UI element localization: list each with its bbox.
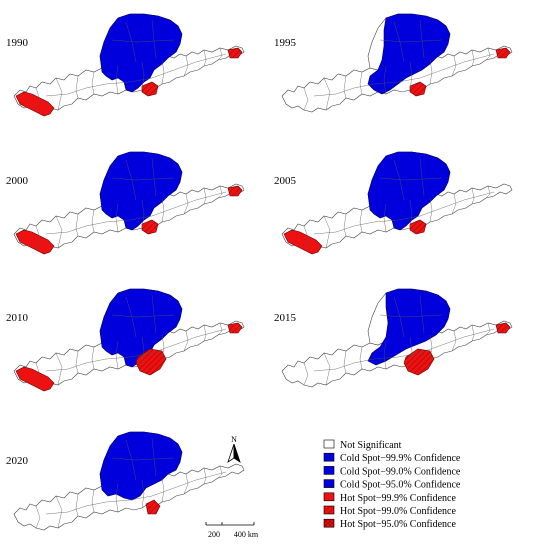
scale-bar-label-mid: 200 [208, 530, 220, 539]
legend-swatch [323, 439, 335, 449]
map-panel-2010: 2010 [6, 288, 245, 392]
map-panels: 1990 1995 2000 2005 2010 2015 2020 [6, 13, 513, 531]
legend-item: Hot Spot−99.9% Confidence [323, 492, 456, 504]
legend-swatch [323, 479, 335, 488]
map-body [281, 13, 513, 113]
map-year-label: 2000 [6, 175, 29, 187]
map-year-label: 2005 [274, 175, 297, 187]
map-body [13, 431, 245, 531]
map-body [13, 288, 245, 392]
map-body [281, 151, 513, 255]
hot-spot-region-east [227, 47, 243, 59]
legend-swatch [323, 452, 335, 462]
legend-item: Cold Spot−95.0% Confidence [323, 479, 461, 491]
map-body [13, 151, 245, 255]
legend-swatch [323, 518, 335, 528]
north-arrow-label: N [231, 435, 237, 444]
scale-bar-label-end: 400 km [234, 530, 259, 539]
map-year-label: 2010 [6, 312, 29, 324]
legend-item: Hot Spot−99.0% Confidence [323, 505, 456, 517]
map-year-label: 1995 [274, 37, 297, 49]
legend-label: Not Significant [340, 440, 402, 451]
legend-item: Cold Spot−99.0% Confidence [323, 466, 461, 477]
map-year-label: 1990 [6, 37, 29, 49]
legend-swatch [323, 466, 335, 475]
north-arrow-right-half [233, 443, 241, 463]
map-panel-2015: 2015 [274, 288, 513, 388]
legend-label: Hot Spot−99.9% Confidence [340, 493, 456, 504]
legend-label: Cold Spot−95.0% Confidence [340, 480, 461, 491]
map-panel-2005: 2005 [274, 151, 513, 255]
hot-spot-region-east [495, 322, 511, 334]
map-panel-1995: 1995 [274, 13, 513, 113]
map-year-label: 2015 [274, 312, 297, 324]
map-panel-2020: 2020 [6, 431, 245, 531]
legend: Not Significant Cold Spot−99.9% Confidenc… [323, 439, 461, 530]
map-year-label: 2020 [6, 455, 29, 467]
legend-swatch [323, 492, 335, 502]
legend-label: Hot Spot−95.0% Confidence [340, 519, 456, 530]
legend-label: Cold Spot−99.9% Confidence [340, 453, 461, 464]
legend-label: Cold Spot−99.0% Confidence [340, 466, 461, 477]
legend-item: Not Significant [323, 439, 402, 451]
hot-spot-region-east [227, 322, 243, 334]
north-arrow-left-half [227, 443, 235, 463]
scale-bar: 200 400 km [205, 522, 259, 539]
map-body [13, 13, 245, 117]
map-panel-2000: 2000 [6, 151, 245, 255]
hot-spot-region-east [227, 185, 243, 197]
map-panel-1990: 1990 [6, 13, 245, 117]
legend-item: Hot Spot−95.0% Confidence [323, 518, 456, 530]
legend-label: Hot Spot−99.0% Confidence [340, 506, 456, 517]
north-arrow: N [227, 435, 241, 463]
legend-item: Cold Spot−99.9% Confidence [323, 452, 461, 464]
map-body [281, 288, 513, 388]
legend-swatch [323, 505, 335, 515]
hot-spot-region-east [495, 47, 511, 59]
